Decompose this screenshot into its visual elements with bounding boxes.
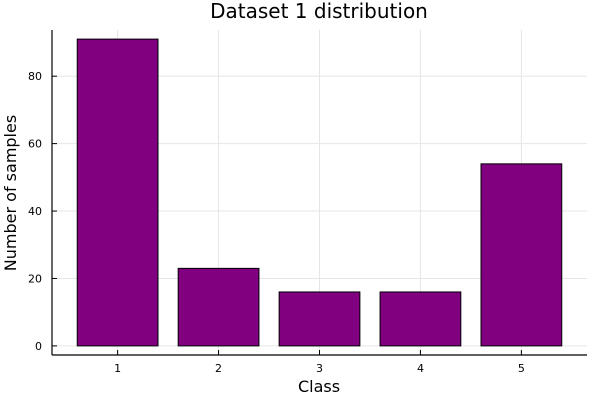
y-tick-label: 40 — [28, 205, 42, 218]
y-tick-label: 0 — [35, 340, 42, 353]
chart-title: Dataset 1 distribution — [210, 0, 428, 23]
x-tick-label: 4 — [417, 362, 424, 375]
y-tick-label: 60 — [28, 138, 42, 151]
bar-class-1 — [76, 38, 159, 347]
y-axis-label: Number of samples — [1, 115, 20, 271]
bar-class-4 — [379, 291, 462, 347]
y-tick-label: 80 — [28, 70, 42, 83]
x-tick-label: 2 — [215, 362, 222, 375]
bar-class-5 — [480, 163, 563, 347]
x-tick-label: 5 — [518, 362, 525, 375]
x-tick-label: 3 — [316, 362, 323, 375]
x-tick-label: 1 — [114, 362, 121, 375]
x-axis-label: Class — [298, 377, 340, 396]
bar-class-2 — [177, 267, 260, 347]
ticks: 1 2 3 4 5 0 20 40 60 80 — [28, 70, 525, 375]
y-tick-label: 20 — [28, 272, 42, 285]
bars — [76, 38, 563, 347]
bar-class-3 — [278, 291, 361, 347]
